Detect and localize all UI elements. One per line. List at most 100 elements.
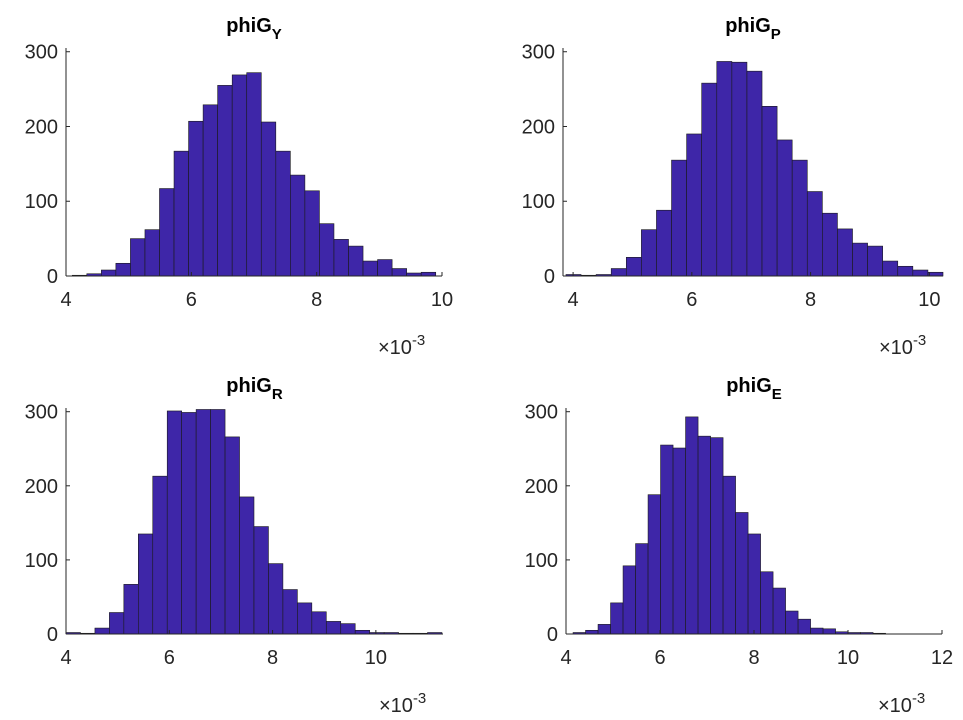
histogram-bar [94,627,110,635]
histogram-bar [195,409,211,635]
histogram-bar [731,61,748,277]
histogram-bar [304,190,320,277]
multiplier-exponent: -3 [912,690,925,707]
chart-title: phiGP [725,15,781,43]
histogram-bar [181,412,197,635]
histogram-bar [253,526,269,635]
histogram-bar [686,133,703,277]
x-tick-label: 10 [431,289,453,311]
multiplier-base: ×10 [878,695,912,717]
histogram-bar [159,188,175,277]
histogram-bar [701,82,718,277]
histogram-bar [333,239,349,277]
y-tick-label: 0 [47,624,58,646]
x-tick-label: 10 [365,647,387,669]
x-multiplier: ×10-3 [879,332,926,359]
histogram-bar [348,245,364,277]
histogram-bar [776,139,793,277]
chart-title: phiGR [226,375,283,403]
histogram-bar [710,437,724,635]
histogram-bar [822,212,838,277]
histogram-bar [297,602,313,635]
x-tick-label: 8 [311,289,322,311]
y-tick-label: 100 [25,550,58,572]
histogram-bar [867,245,883,277]
histogram-bar [311,611,327,635]
histogram-bar [109,612,125,635]
histogram-bar [585,629,599,635]
title-subscript: P [771,26,781,43]
histogram-bar [822,628,836,635]
x-multiplier: ×10-3 [379,690,426,717]
y-tick-label: 300 [525,402,558,424]
x-tick-label: 4 [60,289,71,311]
y-tick-label: 100 [25,191,58,213]
histogram-bar [746,70,763,277]
histogram-bar [224,436,240,635]
histogram-bar [697,435,711,635]
histogram-bar [671,159,687,277]
histogram-bar [656,209,672,277]
histogram-bar [761,106,778,277]
histogram-bar [188,120,204,277]
histogram-bar [340,623,356,635]
y-tick-label: 200 [522,116,555,138]
histogram-bar [610,268,627,277]
histogram-bar [101,269,117,277]
title-main: phiG [725,15,771,37]
histogram-bar [260,121,277,277]
histogram-bar [210,409,226,635]
histogram-bar [622,565,636,635]
x-tick-label: 10 [837,647,859,669]
histogram-bar [246,72,262,277]
chart-title: phiGE [726,375,782,403]
y-tick-label: 200 [525,476,558,498]
title-main: phiG [226,15,272,37]
histogram-bar [268,563,284,635]
multiplier-exponent: -3 [913,332,926,349]
title-main: phiG [226,375,272,397]
title-subscript: R [272,386,283,403]
multiplier-base: ×10 [379,695,413,717]
histogram-bar [166,410,182,635]
y-tick-label: 0 [544,266,555,288]
histogram-bar [597,624,611,635]
histogram-bar [722,475,736,635]
histogram-bar [641,229,657,277]
histogram-bar [647,494,661,635]
histogram-bar [138,533,154,635]
histogram-bar [217,85,233,277]
x-tick-label: 10 [918,289,940,311]
histogram-bar [685,416,699,635]
x-multiplier: ×10-3 [378,332,425,359]
histogram-bar [810,627,824,635]
multiplier-exponent: -3 [413,690,426,707]
x-tick-label: 8 [805,289,816,311]
histogram-bar [130,238,146,277]
y-tick-label: 0 [547,624,558,646]
multiplier-exponent: -3 [412,332,425,349]
histogram-bar [747,533,761,635]
x-tick-label: 6 [186,289,197,311]
x-tick-label: 4 [560,647,571,669]
histogram-bar [391,268,407,277]
x-multiplier: ×10-3 [878,690,925,717]
histogram-bar [319,223,335,277]
x-tick-label: 6 [686,289,697,311]
histogram-bar [354,629,370,635]
y-tick-label: 300 [25,42,58,64]
histogram-bar [791,159,808,277]
chart-title: phiGY [226,15,282,43]
y-tick-label: 300 [522,42,555,64]
histogram-bar [231,74,248,277]
histogram-bar [660,444,674,635]
histogram-bar [173,150,189,277]
x-tick-label: 6 [654,647,665,669]
multiplier-base: ×10 [879,337,913,359]
x-tick-label: 12 [931,647,953,669]
histogram-bar [897,265,914,277]
histogram-bar [377,259,393,277]
y-tick-label: 300 [25,402,58,424]
histogram-bar [115,262,131,277]
